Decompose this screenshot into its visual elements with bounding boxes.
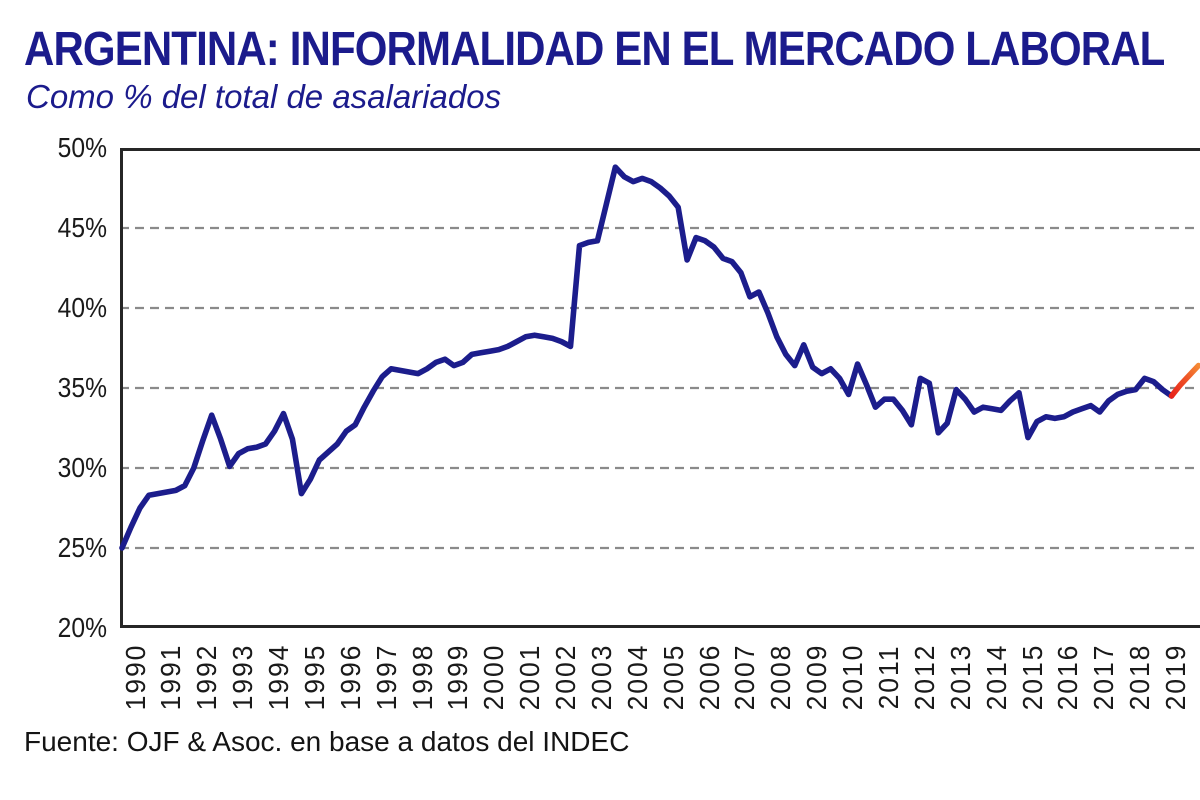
source-note: Fuente: OJF & Asoc. en base a datos del … (24, 726, 630, 757)
historical-series-line (119, 164, 1175, 551)
gridlines (120, 226, 1200, 550)
x-tick-label-2014: 2014 (980, 643, 1012, 711)
x-tick-label-2010: 2010 (837, 643, 869, 711)
x-tick-label-2009: 2009 (801, 643, 833, 711)
x-tick-label-1995: 1995 (298, 643, 330, 711)
x-tick-label-1999: 1999 (442, 643, 474, 711)
x-tick-label-2005: 2005 (657, 643, 689, 711)
x-tick-label-2007: 2007 (729, 643, 761, 711)
x-tick-label-1990: 1990 (119, 643, 151, 711)
y-tick-label-35: 35% (57, 372, 107, 403)
x-tick-label-2002: 2002 (550, 643, 582, 711)
forecast-series-line (1168, 362, 1200, 399)
chart-title: ARGENTINA: INFORMALIDAD EN EL MERCADO LA… (24, 23, 1165, 76)
x-tick-label-2018: 2018 (1124, 643, 1156, 711)
x-tick-label-2011: 2011 (872, 644, 904, 710)
x-tick-label-2001: 2001 (514, 643, 546, 711)
y-tick-label-40: 40% (57, 292, 107, 323)
x-tick-label-1993: 1993 (227, 643, 259, 711)
x-tick-label-1998: 1998 (406, 643, 438, 711)
x-tick-label-2015: 2015 (1016, 643, 1048, 711)
x-tick-label-2017: 2017 (1088, 643, 1120, 711)
x-tick-label-2000: 2000 (478, 643, 510, 711)
x-tick-label-1996: 1996 (334, 643, 366, 711)
x-tick-label-2019: 2019 (1160, 643, 1192, 711)
x-tick-label-2013: 2013 (944, 643, 976, 711)
y-tick-label-20: 20% (57, 612, 107, 643)
x-tick-label-1994: 1994 (263, 643, 295, 711)
x-tick-label-2004: 2004 (621, 643, 653, 711)
x-tick-label-2003: 2003 (585, 643, 617, 711)
x-tick-label-1997: 1997 (370, 643, 402, 711)
x-tick-label-1992: 1992 (191, 643, 223, 711)
chart-subtitle: Como % del total de asalariados (26, 78, 502, 115)
x-tick-label-1991: 1991 (155, 643, 187, 711)
x-tick-label-2006: 2006 (693, 643, 725, 711)
x-tick-label-2012: 2012 (908, 643, 940, 711)
x-tick-label-2008: 2008 (765, 643, 797, 711)
x-tick-label-2016: 2016 (1052, 643, 1084, 711)
y-tick-label-30: 30% (57, 452, 107, 483)
y-tick-label-50: 50% (57, 132, 107, 163)
y-tick-label-25: 25% (57, 532, 107, 563)
y-tick-label-45: 45% (57, 212, 107, 243)
